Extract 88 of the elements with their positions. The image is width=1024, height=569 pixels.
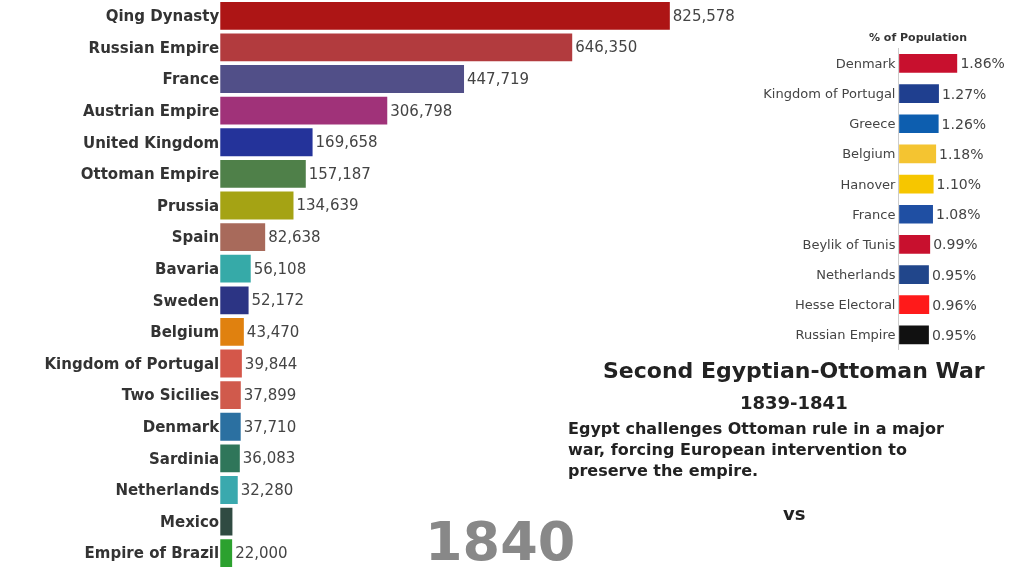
- y-tick-label: Empire of Brazil: [84, 544, 220, 563]
- y-tick-label: Beylik of Tunis: [802, 236, 896, 252]
- data-label: 1.18%: [939, 145, 984, 162]
- data-label: 22,000: [235, 544, 288, 563]
- bar: [220, 1, 670, 30]
- bar: [220, 349, 242, 378]
- bar: [899, 174, 934, 194]
- data-label: 0.95%: [931, 266, 977, 283]
- bar: [899, 54, 958, 73]
- y-tick-label: Russian Empire: [795, 327, 896, 343]
- bar: [220, 96, 388, 125]
- y-tick-label: France: [162, 70, 220, 89]
- bar: [220, 159, 306, 188]
- bar: [220, 223, 266, 251]
- y-tick-label: Bavaria: [155, 259, 220, 278]
- data-label: 825,578: [672, 6, 735, 25]
- data-label: 1.10%: [936, 176, 982, 193]
- y-tick-label: Belgium: [842, 146, 896, 162]
- data-label: 43,470: [246, 322, 300, 341]
- bar: [220, 33, 573, 62]
- bar: [899, 204, 933, 224]
- y-tick-label: Greece: [849, 116, 896, 132]
- data-label: 0.95%: [931, 326, 977, 343]
- y-tick-label: Qing Dynasty: [105, 7, 220, 26]
- data-label: 82,638: [268, 228, 321, 247]
- data-label: 447,719: [467, 70, 530, 89]
- bar: [220, 476, 238, 504]
- bar: [899, 144, 937, 164]
- data-label: 36,083: [242, 449, 296, 468]
- data-label: 56,108: [253, 259, 307, 278]
- bar: [220, 254, 251, 283]
- data-label: 1.27%: [941, 85, 987, 102]
- bar: [899, 84, 939, 103]
- data-label: 37,899: [243, 386, 297, 405]
- y-tick-label: Spain: [171, 228, 220, 247]
- data-label: 1.86%: [960, 55, 1005, 72]
- data-label: 1.26%: [941, 115, 987, 132]
- text: 1839-1841: [740, 392, 848, 413]
- data-label: 0.99%: [933, 236, 978, 253]
- data-label: 32,280: [240, 480, 294, 499]
- y-tick-label: France: [852, 206, 896, 222]
- bar: [899, 235, 931, 254]
- bar: [220, 318, 244, 346]
- bar: [899, 295, 930, 315]
- data-label: 157,187: [308, 164, 371, 183]
- bar: [220, 381, 241, 410]
- data-label: 1.08%: [935, 206, 981, 223]
- y-tick-label: Sweden: [152, 291, 220, 310]
- y-tick-label: Mexico: [160, 512, 220, 531]
- y-tick-label: Sardinia: [149, 449, 220, 468]
- chart-title: % of Population: [869, 31, 967, 44]
- y-tick-label: Belgium: [150, 323, 220, 342]
- y-tick-label: Netherlands: [816, 267, 896, 283]
- text: Second Egyptian-Ottoman War: [603, 358, 985, 383]
- y-tick-label: Two Sicilies: [121, 386, 220, 405]
- data-label: 39,844: [244, 354, 298, 373]
- y-tick-label: Kingdom of Portugal: [44, 354, 220, 373]
- bar: [899, 265, 929, 284]
- annotation: 1840: [425, 510, 576, 569]
- y-tick-label: Ottoman Empire: [80, 165, 220, 184]
- y-tick-label: Austrian Empire: [82, 101, 220, 120]
- data-label: 134,639: [296, 196, 359, 215]
- bar: [220, 412, 241, 441]
- y-tick-label: United Kingdom: [82, 133, 220, 152]
- bar: [220, 65, 465, 93]
- y-tick-label: Russian Empire: [88, 38, 220, 57]
- data-label: 169,658: [315, 133, 378, 152]
- y-tick-label: Netherlands: [115, 481, 220, 500]
- y-tick-label: Hesse Electoral: [795, 297, 896, 313]
- y-tick-label: Denmark: [142, 418, 221, 436]
- bar: [220, 444, 240, 473]
- annotation: Egypt challenges Ottoman rule in a major war, forcing European intervention to preserve the empire.: [568, 419, 945, 480]
- bar: [220, 286, 249, 315]
- data-label: 306,798: [390, 101, 453, 120]
- data-label: 52,172: [251, 291, 305, 310]
- y-tick-label: Hanover: [840, 176, 897, 192]
- y-tick-label: Kingdom of Portugal: [763, 86, 896, 102]
- text: vs: [783, 503, 806, 524]
- data-label: 646,350: [575, 38, 638, 57]
- bar: [220, 191, 294, 220]
- bar: [899, 114, 939, 134]
- data-label: 37,710: [243, 417, 297, 436]
- bar: [220, 539, 233, 568]
- y-tick-label: Denmark: [835, 55, 896, 71]
- data-label: 0.96%: [932, 296, 977, 313]
- y-tick-label: Prussia: [156, 196, 220, 215]
- bar: [899, 325, 929, 345]
- bar: [220, 128, 313, 157]
